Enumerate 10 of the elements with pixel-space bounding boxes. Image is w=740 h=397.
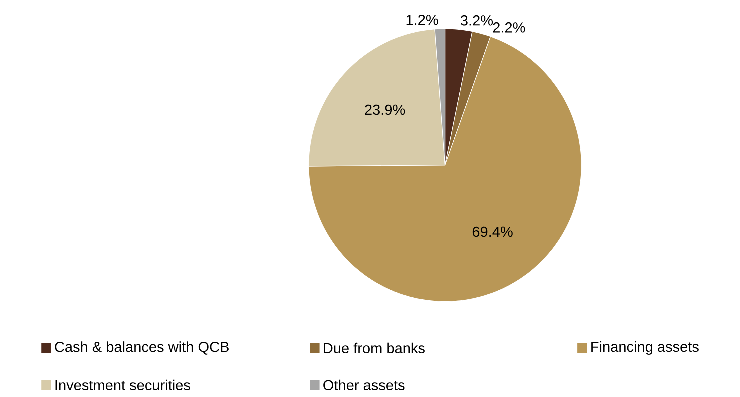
data-label: 1.2% [406, 15, 438, 26]
legend-label: Cash & balances with QCB [55, 342, 229, 355]
data-label: 69.4% [472, 226, 513, 238]
data-label: 3.2% [460, 16, 494, 26]
data-label: 23.9% [365, 104, 406, 116]
legend-label: Due from banks [324, 342, 425, 354]
legend-label: Financing assets [592, 342, 699, 356]
data-label: 2.2% [493, 22, 526, 33]
legend-label: Investment securities [56, 380, 190, 391]
legend-label: Other assets [324, 380, 405, 391]
